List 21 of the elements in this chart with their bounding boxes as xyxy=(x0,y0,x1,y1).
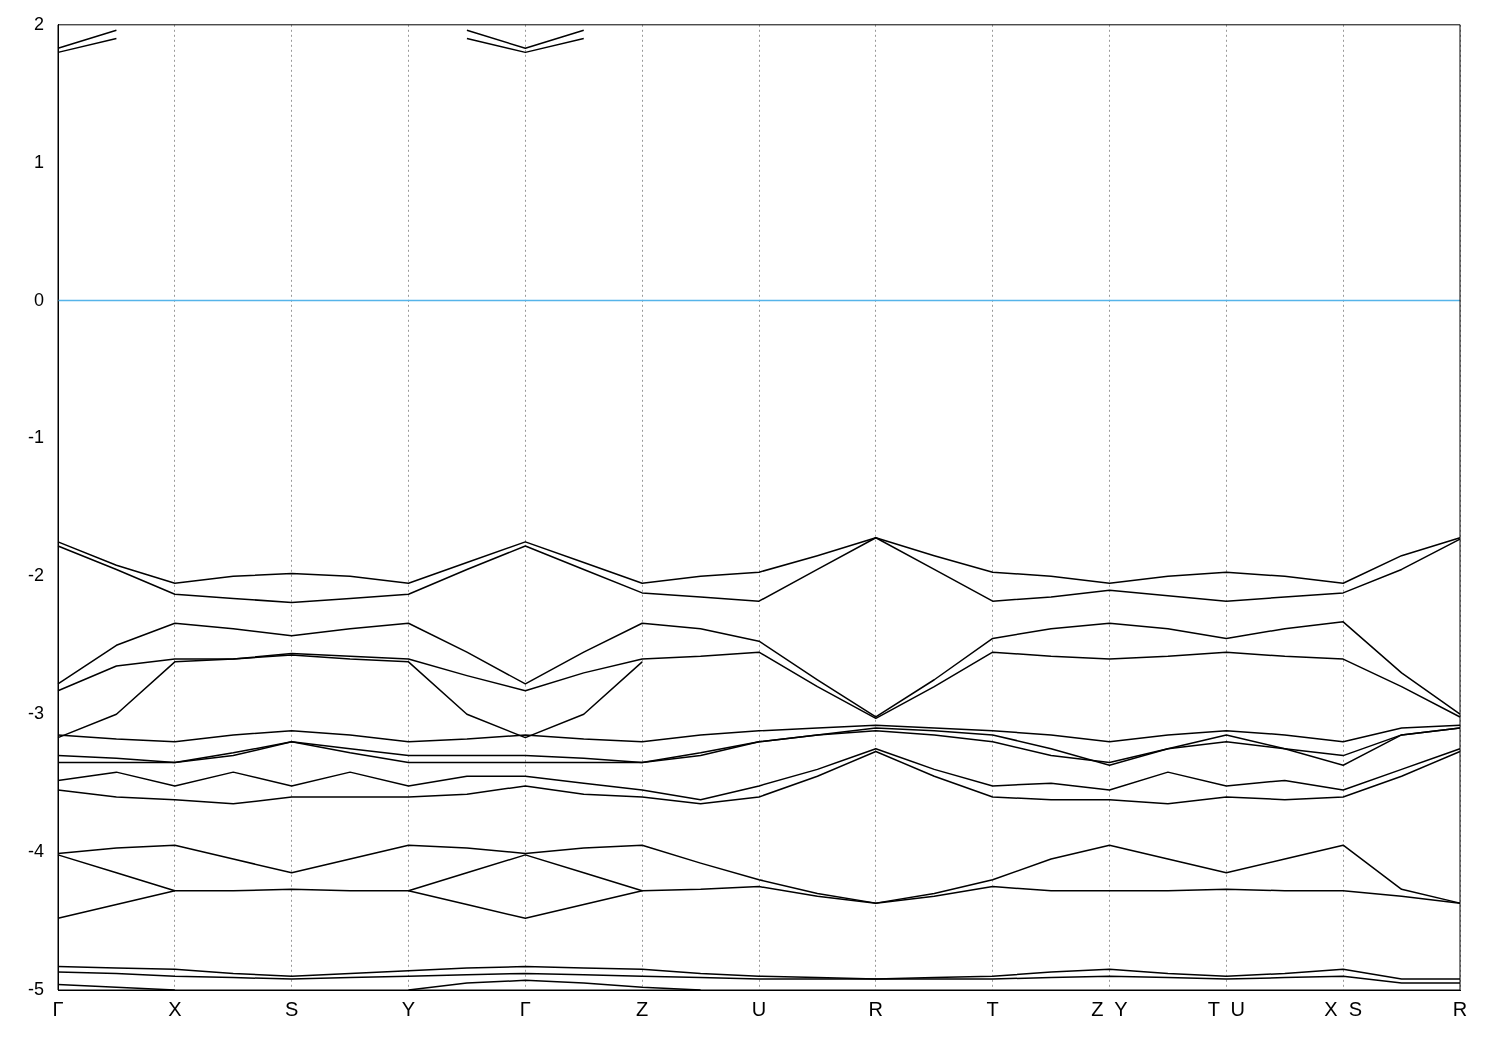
x-tick-label: Z Y xyxy=(1091,997,1128,1020)
x-tick-label: U xyxy=(751,997,767,1020)
y-tick-label: -5 xyxy=(27,978,44,999)
y-tick-label: 1 xyxy=(33,151,44,172)
y-tick-label: -3 xyxy=(27,703,44,724)
x-tick-label: Γ xyxy=(519,997,531,1020)
y-tick-label: 2 xyxy=(33,13,44,34)
x-tick-label: X xyxy=(168,997,182,1020)
x-tick-label: S xyxy=(285,997,299,1020)
x-tick-label: Z xyxy=(636,997,649,1020)
y-tick-label: -4 xyxy=(27,841,44,862)
y-tick-label: -2 xyxy=(27,565,44,586)
y-tick-label: -1 xyxy=(27,427,44,448)
x-tick-label: T U xyxy=(1207,997,1246,1020)
x-tick-label: X S xyxy=(1324,997,1363,1020)
x-tick-label: Γ xyxy=(52,997,64,1020)
x-tick-label: Y xyxy=(401,997,416,1020)
x-tick-label: R xyxy=(1452,997,1468,1020)
x-tick-label: T xyxy=(986,997,999,1020)
y-tick-label: 0 xyxy=(33,289,44,310)
x-tick-label: R xyxy=(868,997,884,1020)
